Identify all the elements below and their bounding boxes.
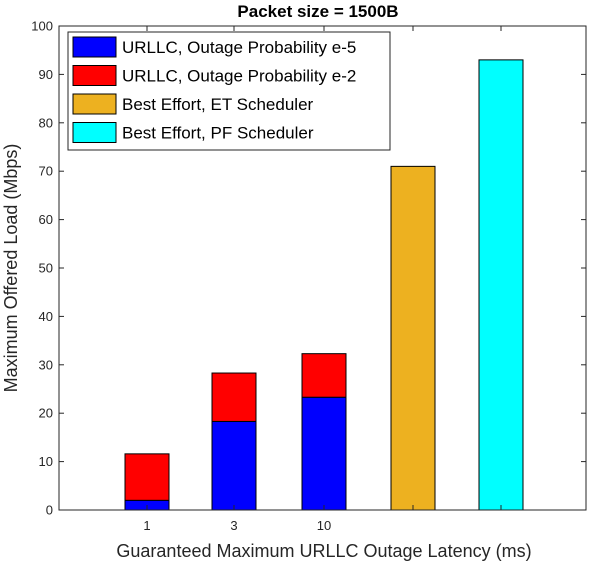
bar-series-0-cat-1 <box>211 420 257 511</box>
x-tick-label-1: 3 <box>230 518 237 533</box>
legend-swatch-0 <box>72 36 117 58</box>
chart-title: Packet size = 1500B <box>237 2 398 21</box>
x-tick-label-2: 10 <box>317 518 331 533</box>
legend-label-0: URLLC, Outage Probability e-5 <box>122 38 356 57</box>
axes-layer: 0 10 20 30 40 50 60 70 80 90 100 1 3 10 <box>31 19 587 533</box>
legend-label-2: Best Effort, ET Scheduler <box>122 95 314 114</box>
legend-swatch-2 <box>72 93 117 115</box>
y-tick-label-6: 60 <box>39 212 53 227</box>
bar-series-1-cat-0 <box>124 453 170 501</box>
y-tick-label-4: 40 <box>39 309 53 324</box>
bar-series-3-cat-4 <box>478 59 524 511</box>
legend-swatch-1 <box>72 65 117 86</box>
y-tick-label-8: 80 <box>39 115 53 130</box>
y-tick-label-7: 70 <box>39 164 53 179</box>
bar-series-2-cat-3 <box>390 165 436 511</box>
bars-layer <box>124 59 524 511</box>
y-tick-label-3: 30 <box>39 357 53 372</box>
legend: URLLC, Outage Probability e-5 URLLC, Outa… <box>67 31 391 151</box>
y-axis-label: Maximum Offered Load (Mbps) <box>1 144 21 393</box>
y-tick-label-10: 100 <box>31 19 53 34</box>
x-tick-label-0: 1 <box>143 518 150 533</box>
y-tick-label-2: 20 <box>39 406 53 421</box>
x-axis-label: Guaranteed Maximum URLLC Outage Latency … <box>116 541 531 561</box>
legend-label-1: URLLC, Outage Probability e-2 <box>122 67 356 86</box>
y-tick-label-9: 90 <box>39 67 53 82</box>
bar-series-1-cat-1 <box>211 372 257 422</box>
y-tick-label-5: 50 <box>39 261 53 276</box>
legend-swatch-3 <box>72 122 117 143</box>
bar-series-0-cat-2 <box>301 396 347 511</box>
legend-label-3: Best Effort, PF Scheduler <box>122 124 314 143</box>
bar-series-1-cat-2 <box>301 353 347 398</box>
legend-box <box>67 31 391 151</box>
y-tick-label-0: 0 <box>46 503 53 518</box>
y-tick-label-1: 10 <box>39 454 53 469</box>
